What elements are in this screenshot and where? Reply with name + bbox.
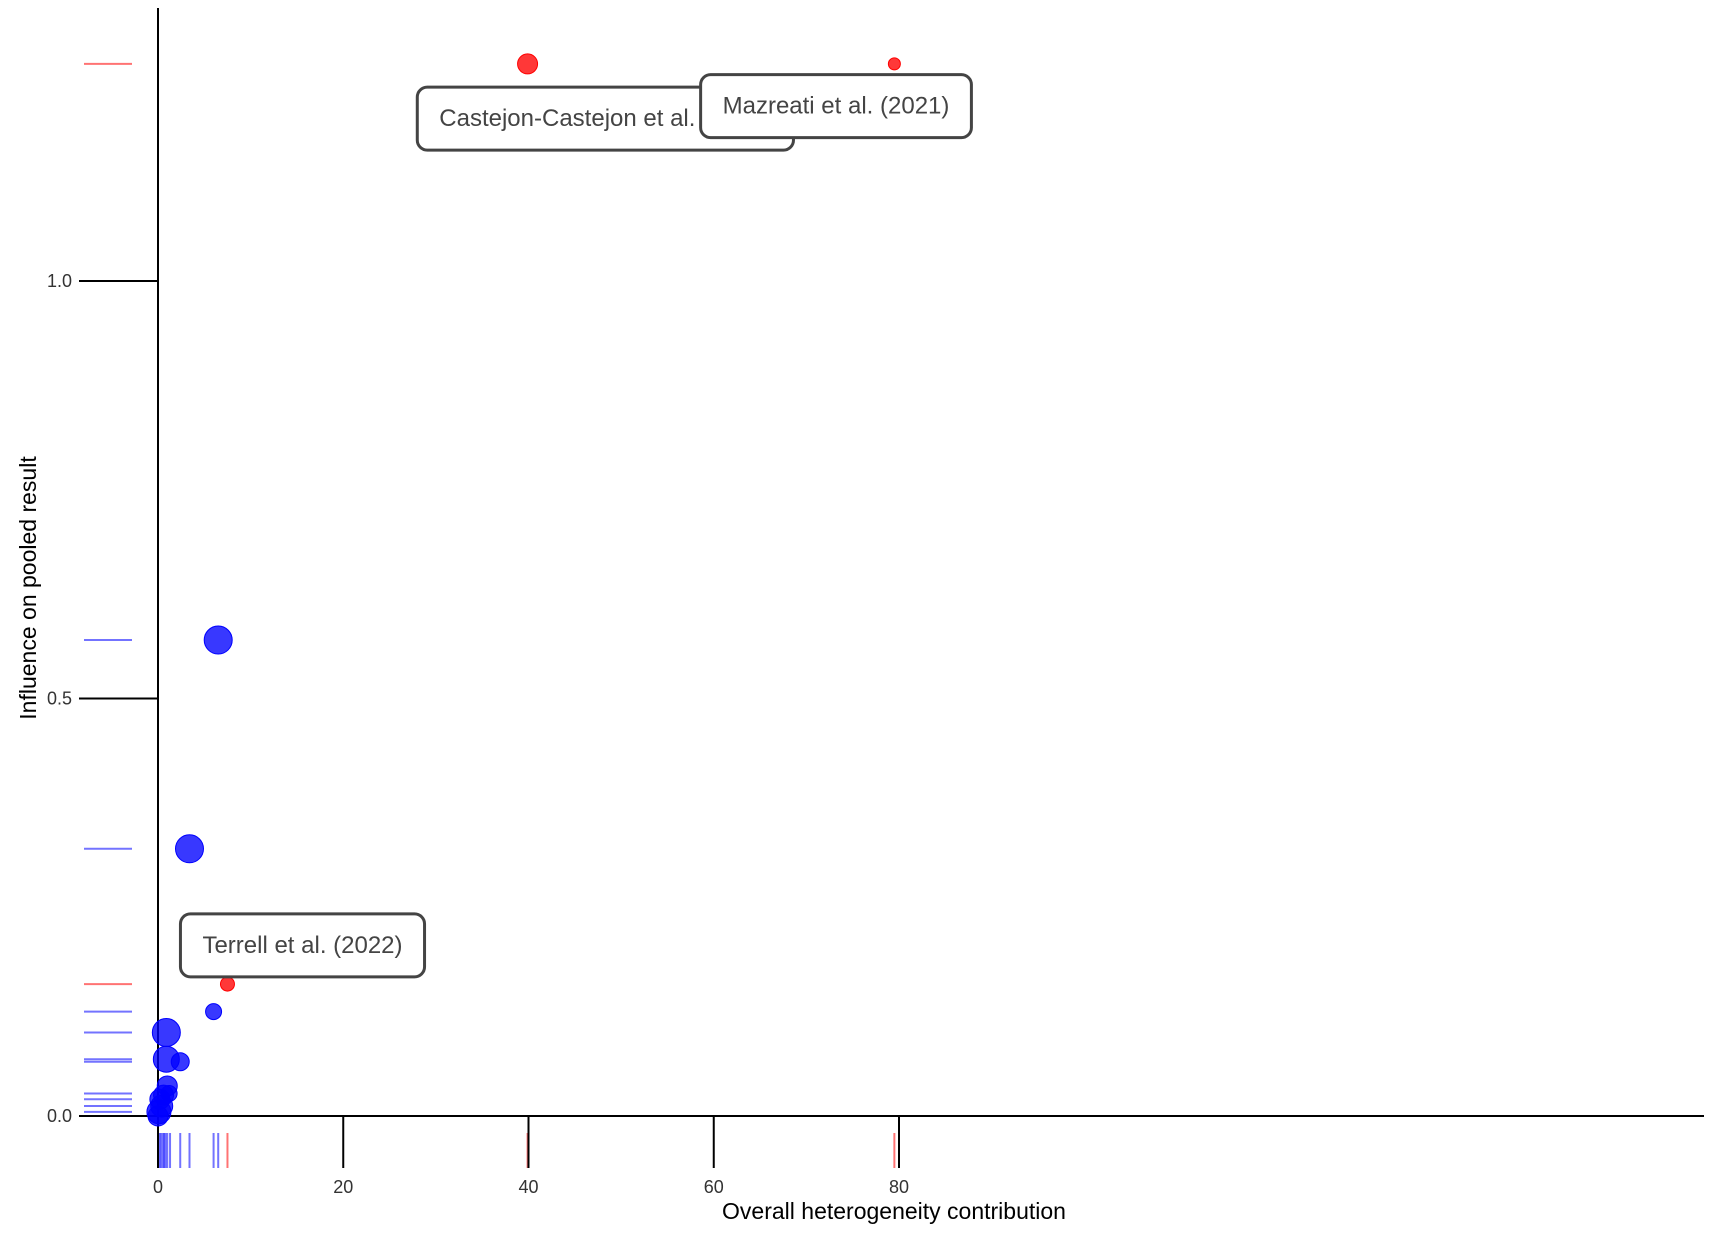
data-point bbox=[203, 625, 233, 655]
annotation-layer: Castejon-Castejon et al. (2022)Mazreati … bbox=[178, 73, 973, 979]
x-tick-label: 80 bbox=[889, 1177, 909, 1197]
data-point bbox=[205, 1003, 223, 1021]
annotation-label: Mazreati et al. (2021) bbox=[699, 73, 973, 140]
x-tick-label: 40 bbox=[518, 1177, 538, 1197]
y-axis-title: Influence on pooled result bbox=[15, 456, 41, 720]
y-tick-label: 0.5 bbox=[47, 689, 72, 709]
ticks-layer: 0 20 40 60 80 0.0 0.5 1.0 bbox=[47, 271, 909, 1197]
annotation-text: Mazreati et al. (2021) bbox=[723, 93, 950, 120]
x-tick-label: 0 bbox=[153, 1177, 163, 1197]
x-tick-label: 20 bbox=[333, 1177, 353, 1197]
annotation-box bbox=[699, 73, 973, 140]
data-point bbox=[147, 1105, 169, 1127]
annotation-box bbox=[178, 912, 427, 979]
y-tick-label: 1.0 bbox=[47, 271, 72, 291]
axes-layer bbox=[79, 8, 1704, 1117]
data-point bbox=[170, 1052, 190, 1072]
outlier-point bbox=[517, 53, 539, 75]
annotation-text: Terrell et al. (2022) bbox=[202, 932, 402, 959]
annotation-label: Terrell et al. (2022) bbox=[178, 912, 427, 979]
points-layer bbox=[146, 53, 901, 1127]
y-tick-label: 0.0 bbox=[47, 1106, 72, 1126]
outlier-point bbox=[219, 976, 235, 992]
data-point bbox=[151, 1018, 181, 1047]
x-tick-label: 60 bbox=[704, 1177, 724, 1197]
data-point bbox=[174, 834, 204, 864]
x-axis-title: Overall heterogeneity contribution bbox=[722, 1198, 1066, 1224]
rug-layer bbox=[84, 62, 896, 1168]
outlier-point bbox=[887, 57, 901, 71]
